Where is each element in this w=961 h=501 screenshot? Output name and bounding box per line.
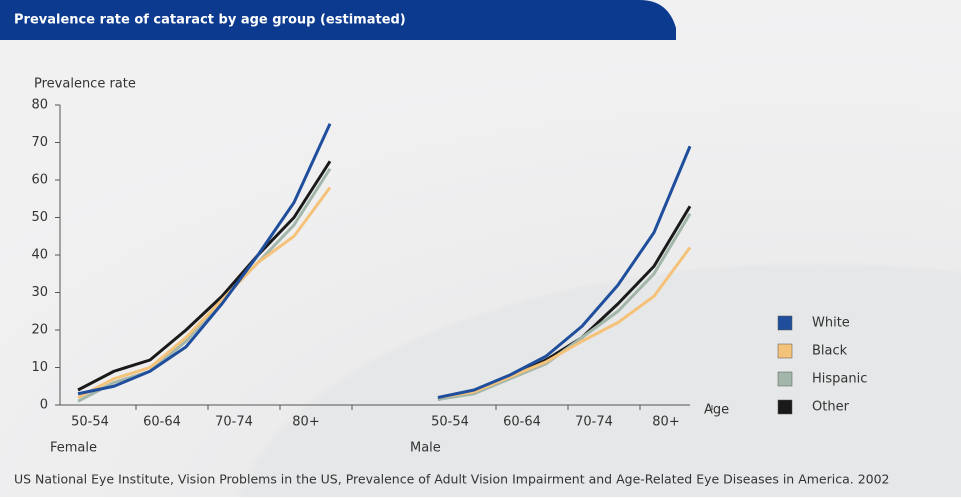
legend-label: Black (812, 344, 848, 359)
legend-label: White (812, 316, 850, 331)
x-tick-label: 80+ (292, 415, 319, 430)
group-label: Female (50, 441, 97, 456)
plot-background (0, 40, 961, 497)
y-tick-label: 10 (31, 360, 48, 375)
group-label: Male (410, 441, 441, 456)
series-line (77, 123, 332, 396)
y-tick-label: 20 (31, 323, 48, 338)
x-tick-label: 70-74 (575, 415, 613, 430)
y-tick-label: 0 (40, 398, 48, 413)
x-tick-label: 60-64 (503, 415, 541, 430)
header-band (0, 0, 676, 40)
y-tick-label: 70 (31, 135, 48, 150)
x-axis-label: Age (704, 403, 729, 418)
x-tick-label: 70-74 (215, 415, 253, 430)
legend-label: Hispanic (812, 372, 867, 387)
x-tick-label: 80+ (652, 415, 679, 430)
y-tick-label: 40 (31, 248, 48, 263)
series-line (437, 145, 692, 399)
series-line (77, 160, 332, 392)
legend-swatch (777, 371, 793, 387)
y-tick-label: 30 (31, 285, 48, 300)
legend-swatch (777, 399, 793, 415)
x-tick-label: 60-64 (143, 415, 181, 430)
legend-swatch (777, 343, 793, 359)
series-line (77, 186, 332, 399)
y-axis-label: Prevalence rate (34, 77, 136, 92)
legend-label: Other (812, 400, 850, 415)
y-tick-label: 80 (31, 98, 48, 113)
x-tick-label: 50-54 (71, 415, 109, 430)
legend-swatch (777, 315, 793, 331)
y-tick-label: 50 (31, 210, 48, 225)
x-tick-label: 50-54 (431, 415, 469, 430)
source: US National Eye Institute, Vision Proble… (14, 472, 890, 487)
y-tick-label: 60 (31, 173, 48, 188)
chart-title: Prevalence rate of cataract by age group… (14, 13, 406, 28)
series-line (437, 246, 692, 399)
